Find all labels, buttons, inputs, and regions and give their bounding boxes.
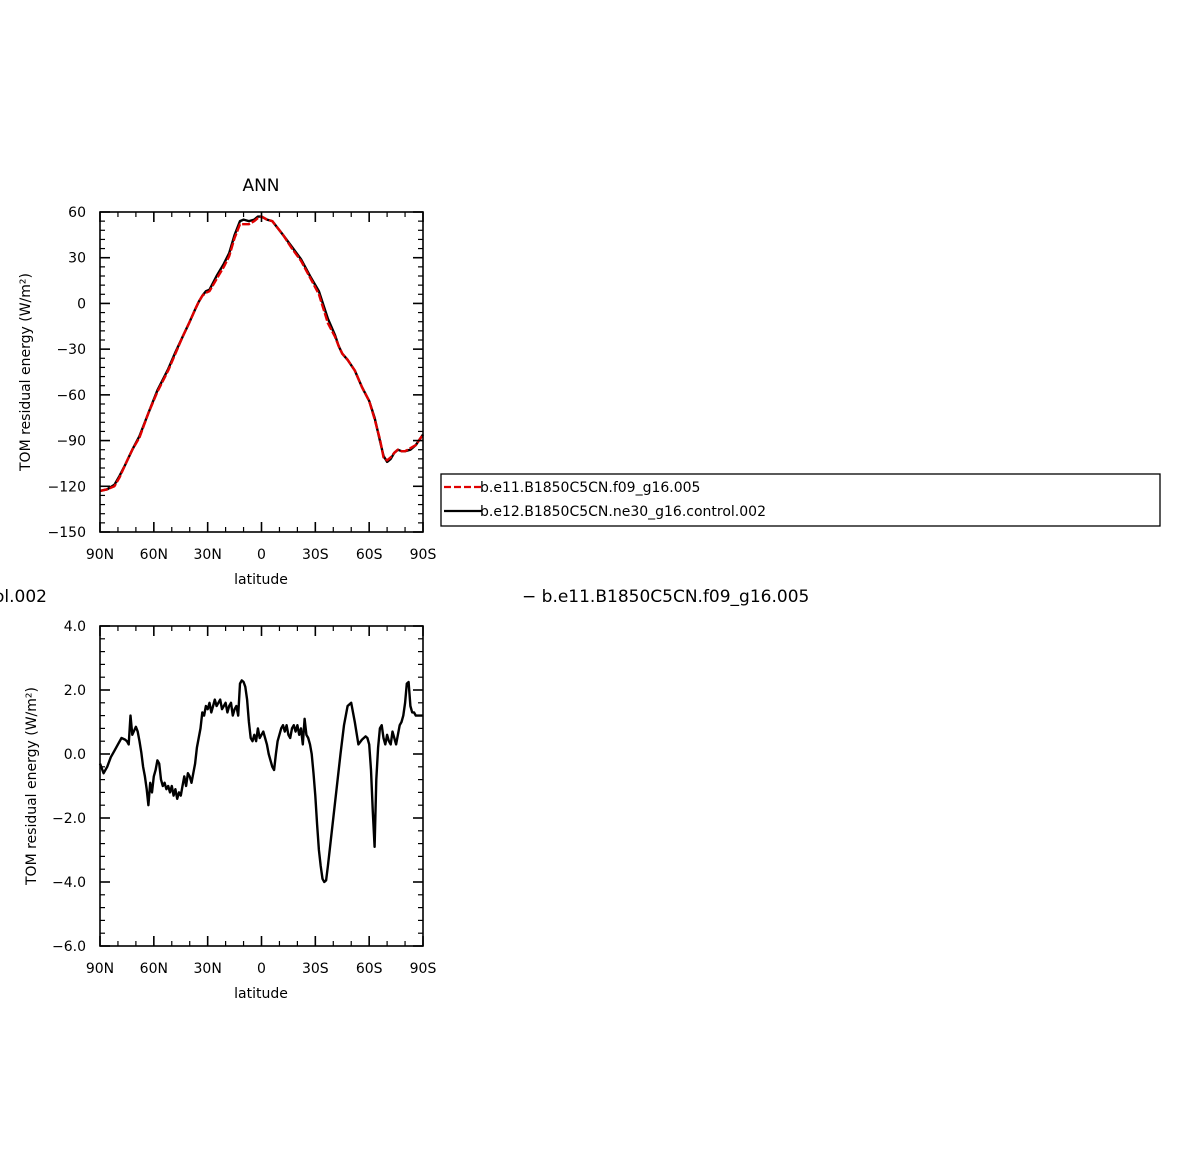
plot-area: 90N 60N 30N 0 30S 60S 90S 60 30 0 −30 −60 −90 −120 −15… <box>48 205 437 563</box>
x-tick-label: 30S <box>302 961 329 977</box>
plot-frame <box>99 625 424 947</box>
x-tick-label: 60N <box>140 547 168 563</box>
x-tick-label: 30N <box>194 547 222 563</box>
plot-frame <box>99 211 424 533</box>
legend-label-black: b.e12.B1850C5CN.ne30_g16.control.002 <box>480 504 766 520</box>
x-tick-label: 0 <box>257 547 266 563</box>
x-tick-label: 60S <box>356 961 383 977</box>
y-tick-label: −90 <box>56 434 86 450</box>
x-tick-label: 30S <box>302 547 329 563</box>
y-tick-label: −6.0 <box>52 939 86 955</box>
difference-title-right: − b.e11.B1850C5CN.f09_g16.005 <box>522 587 809 607</box>
y-axis-label: TOM residual energy (W/m²) <box>18 273 34 472</box>
y-tick-label: 0 <box>77 296 86 312</box>
legend: b.e11.B1850C5CN.f09_g16.005 b.e12.B1850C… <box>440 473 1161 527</box>
series-line-black <box>98 679 423 884</box>
chart-difference: 90N 60N 30N 0 30S 60S 90S 4.0 2.0 0.0 −2.0 −4.0 −6.0… <box>24 619 436 1002</box>
legend-label-red: b.e11.B1850C5CN.f09_g16.005 <box>480 480 700 496</box>
chart-annual-mean: ANN 90N 60N 30N 0 30S 60S 90S 60 30 0 −30 −60 −90 −12… <box>18 176 436 588</box>
y-tick-label: 30 <box>68 251 86 267</box>
chart-title: ANN <box>242 176 279 196</box>
x-tick-label: 90N <box>86 547 114 563</box>
y-tick-label: −150 <box>48 525 86 541</box>
y-tick-label: −2.0 <box>52 811 86 827</box>
legend-box <box>440 473 1161 527</box>
x-axis-label: latitude <box>234 986 288 1002</box>
y-axis-label: TOM residual energy (W/m²) <box>24 687 40 886</box>
y-tick-label: 60 <box>68 205 86 221</box>
difference-title: ol.002 − b.e11.B1850C5CN.f09_g16.005 <box>0 587 809 607</box>
y-tick-label: 2.0 <box>64 683 86 699</box>
x-tick-label: 90S <box>410 547 437 563</box>
x-tick-label: 90S <box>410 961 437 977</box>
y-tick-label: 4.0 <box>64 619 86 635</box>
plot-area: 90N 60N 30N 0 30S 60S 90S 4.0 2.0 0.0 −2.0 −4.0 −6.0 <box>52 619 436 977</box>
x-axis-label: latitude <box>234 572 288 588</box>
y-tick-label: −60 <box>56 388 86 404</box>
x-tick-label: 90N <box>86 961 114 977</box>
y-tick-label: −4.0 <box>52 875 86 891</box>
difference-title-left: ol.002 <box>0 587 47 607</box>
x-tick-label: 30N <box>194 961 222 977</box>
x-tick-label: 0 <box>257 961 266 977</box>
y-tick-label: −30 <box>56 342 86 358</box>
x-tick-label: 60N <box>140 961 168 977</box>
y-tick-label: 0.0 <box>64 747 86 763</box>
y-tick-label: −120 <box>48 479 86 495</box>
series-line-black <box>99 215 424 493</box>
series-line-red <box>99 215 424 493</box>
x-tick-label: 60S <box>356 547 383 563</box>
